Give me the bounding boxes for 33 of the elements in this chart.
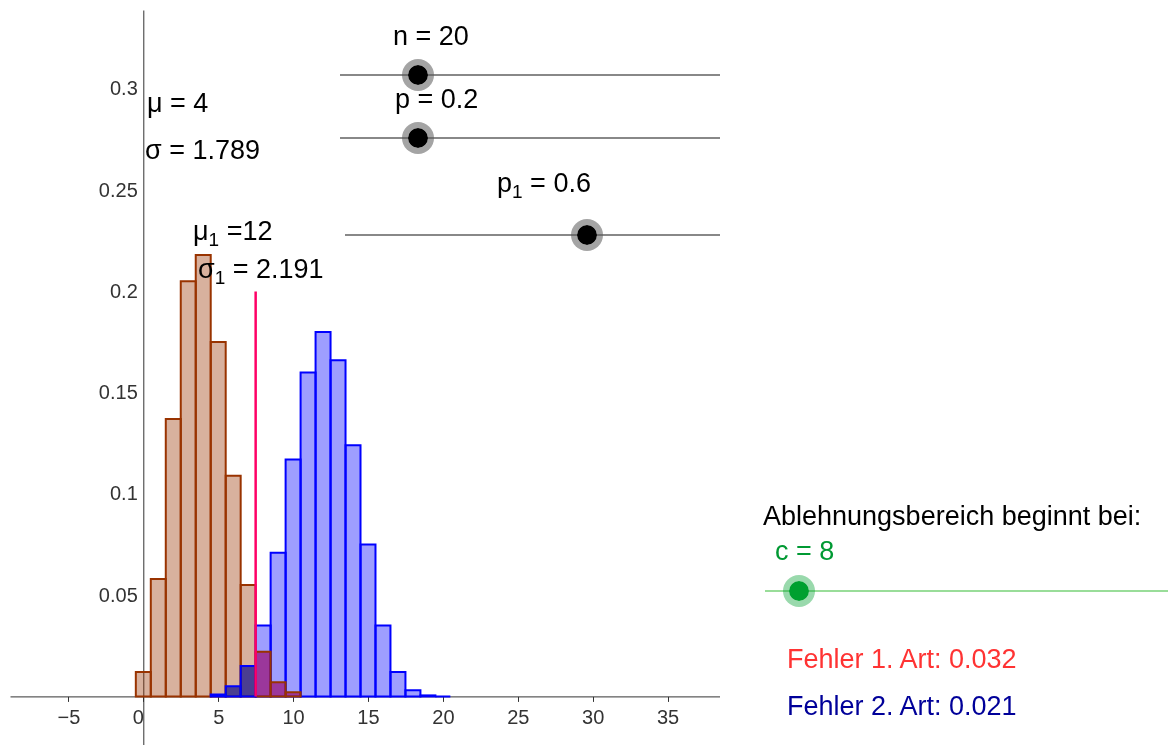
annotation: μ = 4 (147, 88, 209, 118)
annotation: p = 0.2 (395, 84, 479, 114)
x-tick-label: 0 (132, 705, 144, 728)
text: Ablehnungsbereich beginnt bei: (763, 501, 1142, 531)
bar (389, 671, 407, 698)
text: Fehler 2. Art: 0.021 (787, 691, 1017, 721)
bar (344, 444, 362, 698)
annotation: p$_{1}$ = 0.6 (497, 168, 591, 203)
y-tick-label: 0.1 (110, 482, 138, 505)
x-tick-label: 25 (507, 705, 530, 728)
annotation: σ = 1.789 (145, 135, 261, 165)
bar (374, 624, 392, 698)
text: c = 8 (775, 536, 835, 566)
y-tick-label: 0.15 (98, 381, 138, 404)
annotation: μ$_{1}$ =12 (193, 216, 273, 251)
bar (329, 359, 347, 698)
x-tick-label: −5 (57, 705, 81, 728)
x-tick-label: 35 (656, 705, 680, 728)
x-tick-label: 10 (282, 705, 305, 728)
x-tick-label: 5 (213, 705, 225, 728)
x-tick-label: 30 (582, 705, 605, 728)
x-tick-label: 20 (432, 705, 455, 728)
text: Fehler 1. Art: 0.032 (787, 644, 1017, 674)
y-tick-label: 0.25 (98, 178, 138, 201)
x-tick-label: 15 (357, 705, 380, 728)
bar (284, 691, 302, 698)
y-tick-label: 0.3 (110, 77, 138, 100)
bar (209, 693, 227, 698)
annotation: n = 20 (393, 21, 469, 51)
bar (269, 681, 287, 698)
y-tick-label: 0.05 (98, 583, 138, 606)
y-tick-label: 0.2 (110, 279, 138, 302)
bar (404, 689, 422, 698)
